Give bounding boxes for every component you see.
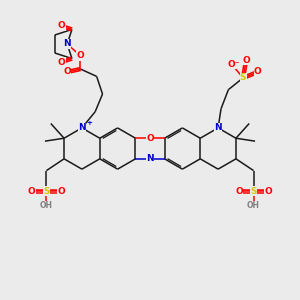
Text: O: O bbox=[242, 56, 250, 65]
Text: N: N bbox=[214, 123, 222, 132]
Text: S: S bbox=[43, 187, 50, 196]
Text: O: O bbox=[57, 58, 65, 67]
Text: N: N bbox=[146, 154, 154, 163]
Text: O⁻: O⁻ bbox=[227, 60, 240, 69]
Text: O: O bbox=[265, 187, 272, 196]
Text: O: O bbox=[235, 187, 243, 196]
Text: S: S bbox=[240, 74, 246, 82]
Text: O: O bbox=[28, 187, 35, 196]
Text: N: N bbox=[78, 123, 86, 132]
Text: O: O bbox=[57, 187, 65, 196]
Text: OH: OH bbox=[247, 201, 260, 210]
Text: +: + bbox=[87, 120, 92, 126]
Text: O: O bbox=[63, 68, 71, 76]
Text: O: O bbox=[254, 68, 262, 76]
Text: N: N bbox=[63, 40, 71, 49]
Text: S: S bbox=[250, 187, 257, 196]
Text: O: O bbox=[57, 22, 65, 31]
Text: O: O bbox=[76, 51, 84, 60]
Text: OH: OH bbox=[40, 201, 53, 210]
Text: O: O bbox=[146, 134, 154, 143]
